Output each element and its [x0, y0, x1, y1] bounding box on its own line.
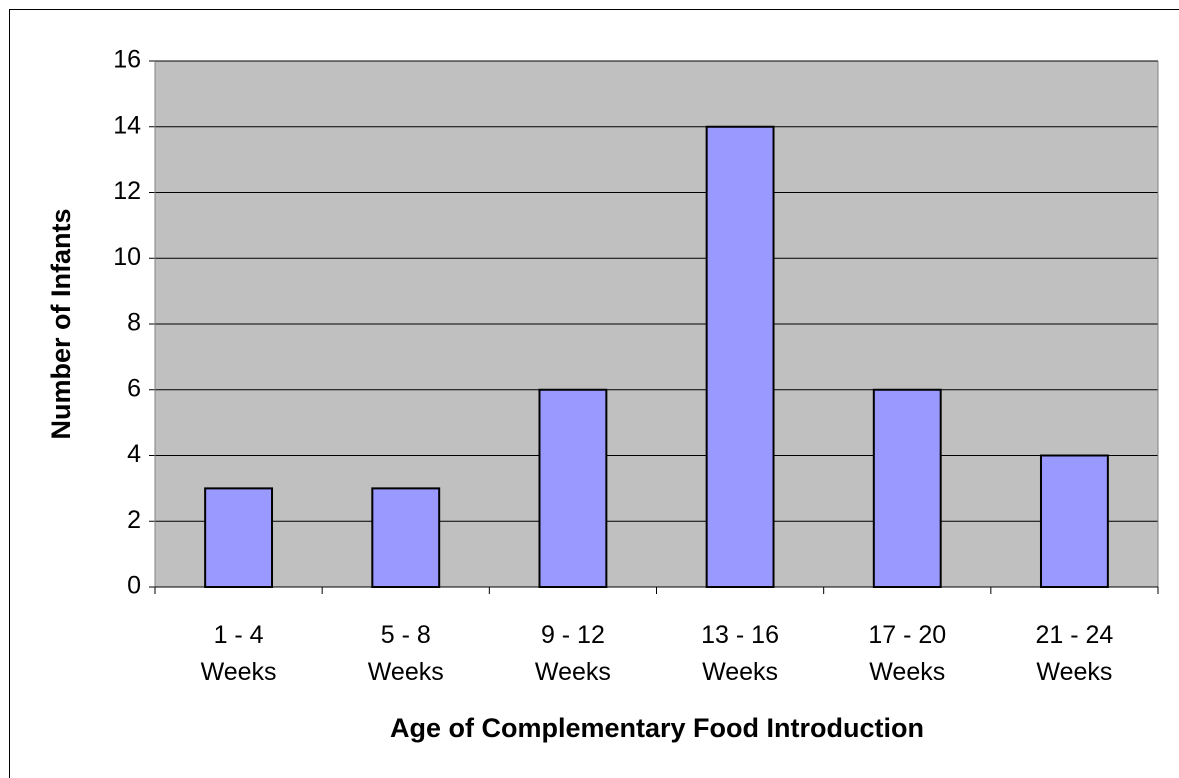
bar	[1039, 454, 1109, 588]
chart-border	[9, 9, 1179, 778]
x-tick-label: 17 - 20 Weeks	[868, 621, 947, 686]
bar	[538, 388, 608, 588]
x-tick-label: 21 - 24 Weeks	[1035, 621, 1114, 686]
y-axis-title: Number of Infants	[46, 208, 76, 439]
bar	[204, 487, 274, 588]
y-tick-label: 16	[113, 46, 141, 74]
bar	[705, 125, 775, 588]
y-tick-label: 6	[127, 374, 141, 402]
y-tick-label: 14	[113, 111, 141, 139]
y-tick-label: 12	[113, 177, 141, 205]
y-tick-label: 4	[127, 440, 141, 468]
bar	[371, 487, 441, 588]
y-tick-label: 2	[127, 506, 141, 534]
x-tick-label: 1 - 4 Weeks	[200, 621, 277, 686]
y-tick-label: 0	[127, 572, 141, 600]
x-tick-label: 5 - 8 Weeks	[367, 621, 444, 686]
y-tick-label: 8	[127, 309, 141, 337]
y-tick-label: 10	[113, 243, 141, 271]
x-tick-label: 13 - 16 Weeks	[701, 621, 779, 686]
x-tick-label: 9 - 12 Weeks	[534, 621, 611, 686]
bar	[872, 388, 942, 588]
x-axis-title: Age of Complementary Food Introduction	[390, 713, 924, 743]
